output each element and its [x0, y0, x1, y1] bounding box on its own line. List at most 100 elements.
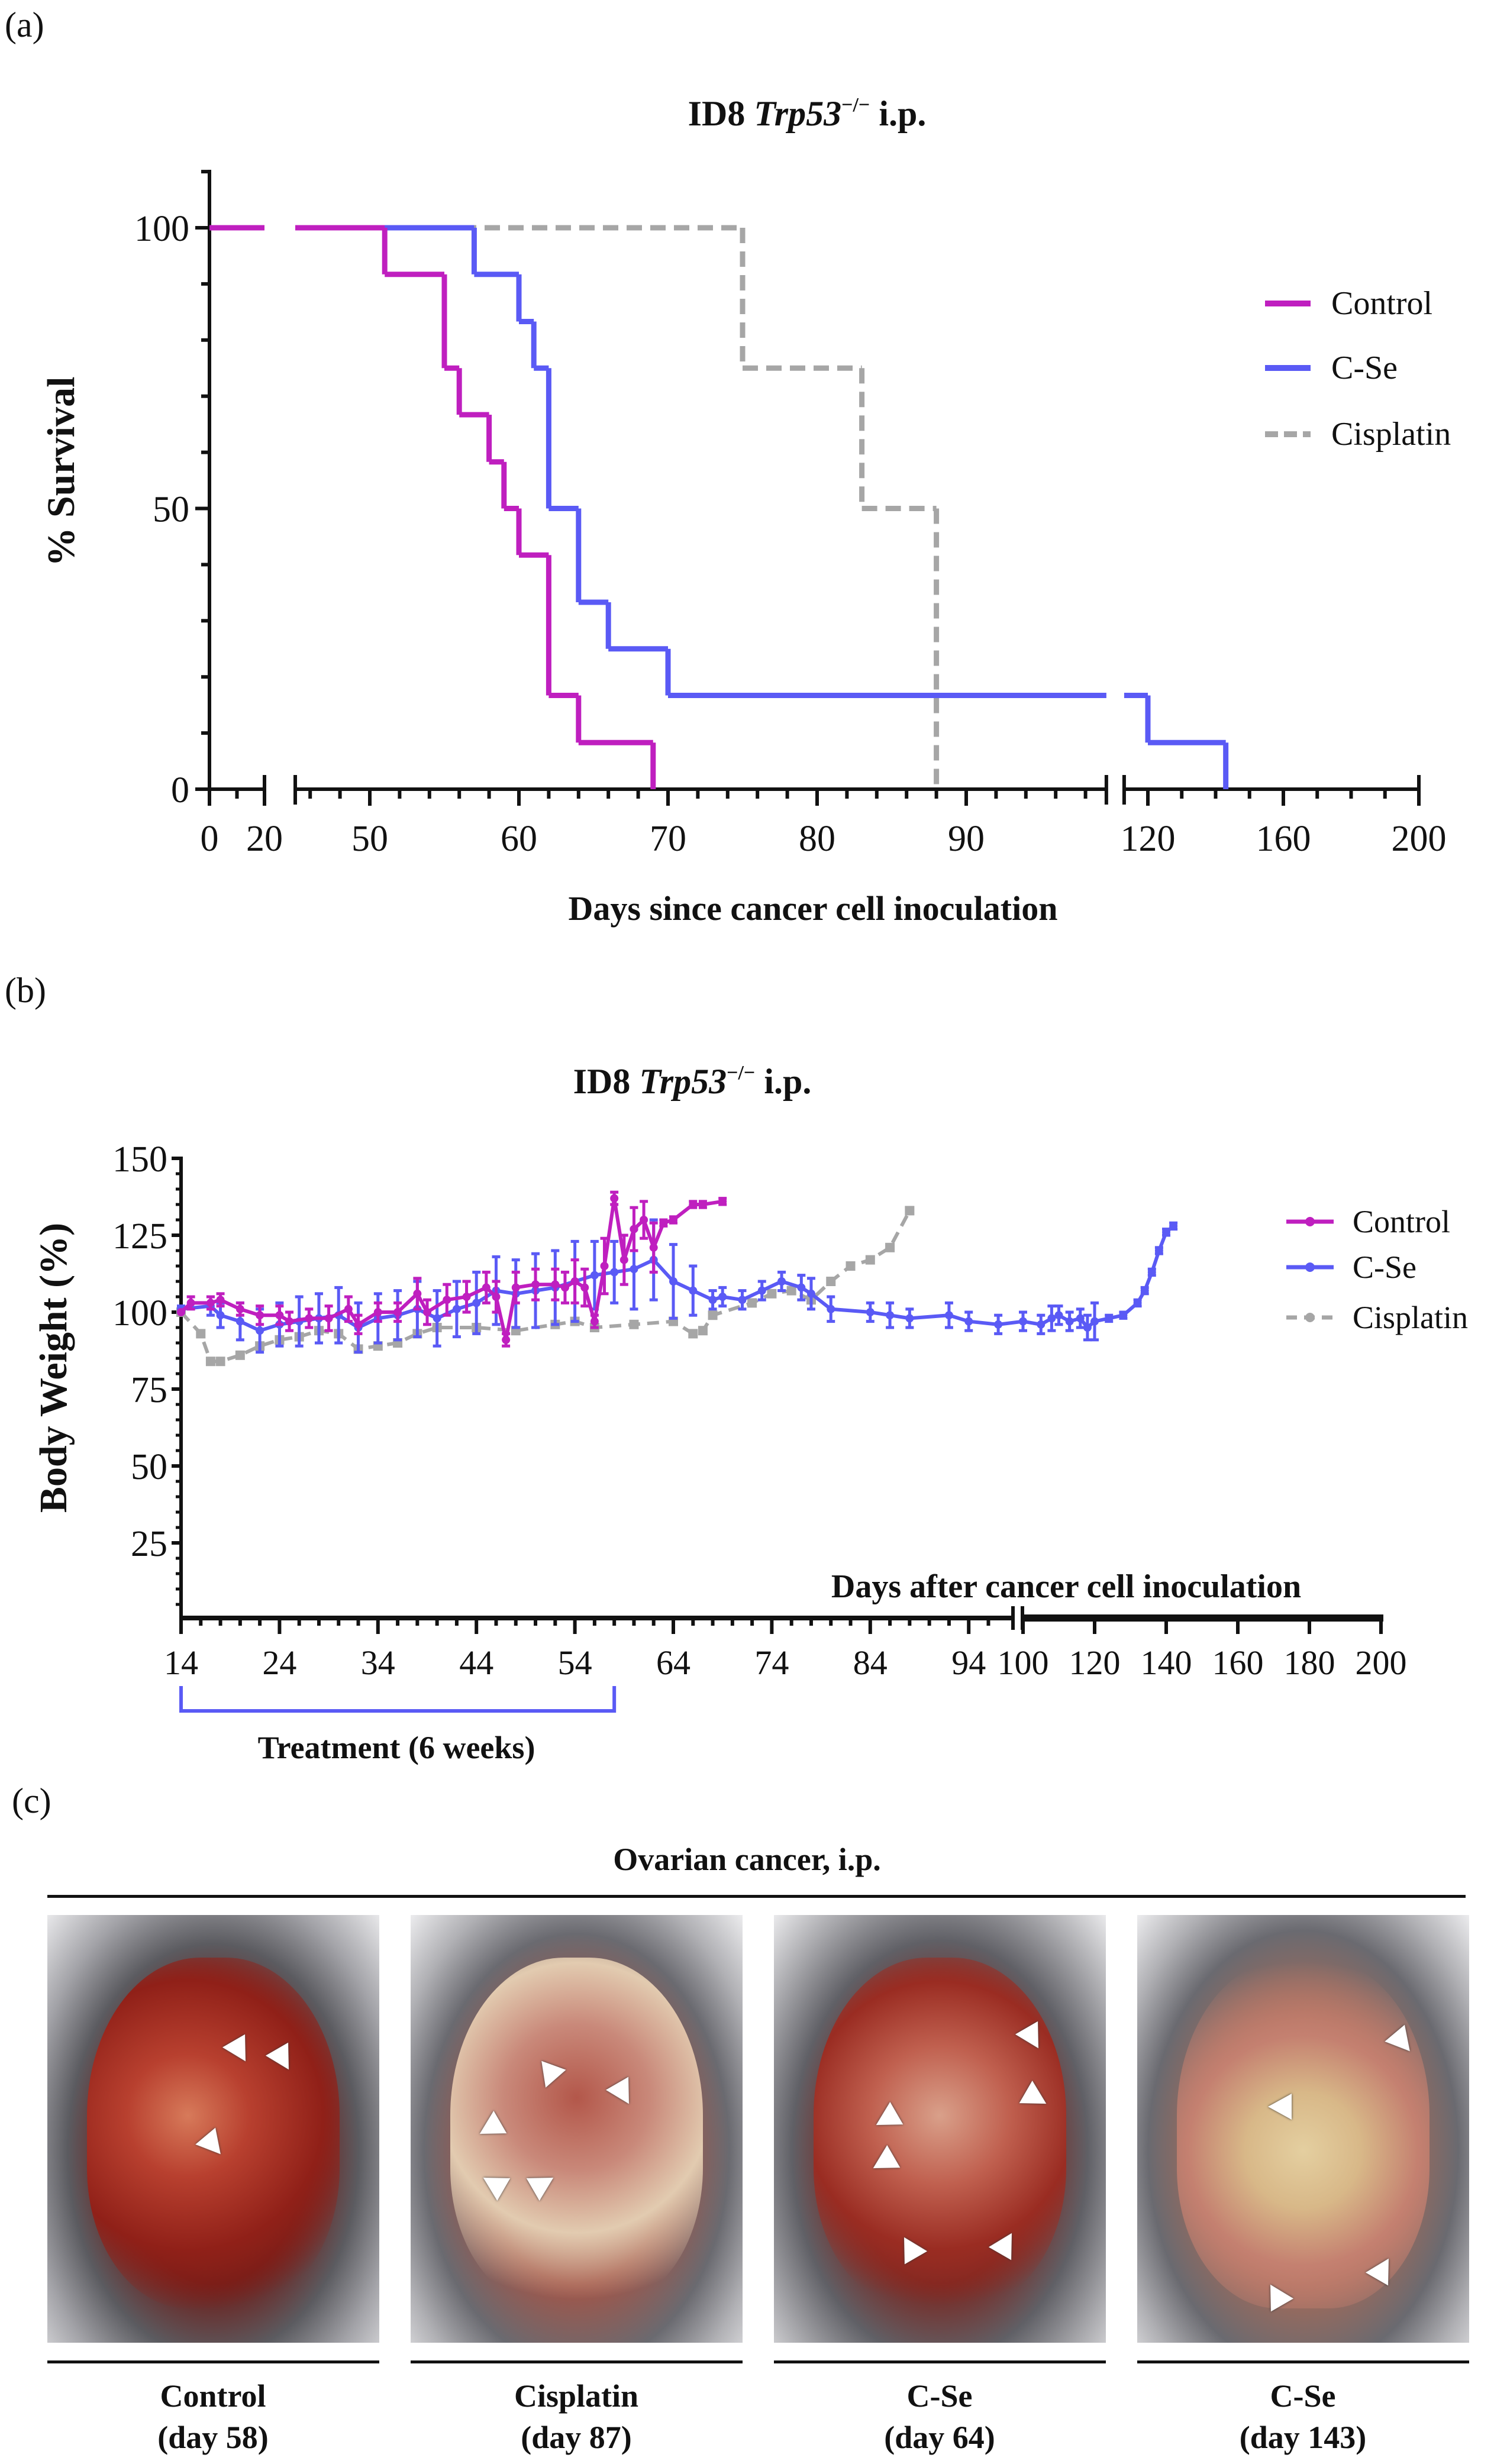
data-point	[216, 1296, 225, 1304]
data-point	[1083, 1323, 1092, 1332]
body-weight-x-axis-label: Days after cancer cell inoculation	[831, 1568, 1301, 1605]
x-tick-label: 64	[656, 1643, 690, 1682]
survival-chart: ID8 Trp53−/− i.p. Days since cancer cell…	[40, 94, 1451, 928]
data-point	[1169, 1222, 1178, 1231]
x-tick-label: 84	[853, 1643, 888, 1682]
data-point	[708, 1296, 717, 1304]
survival-y-axis-label: % Survival	[40, 377, 83, 567]
data-point	[708, 1310, 718, 1320]
series-control	[177, 1190, 727, 1348]
data-point	[659, 1219, 668, 1228]
data-point	[964, 1317, 973, 1326]
series-control	[209, 225, 656, 789]
survival-chart-title: ID8 Trp53−/− i.p.	[688, 94, 927, 133]
x-tick-label: 80	[799, 819, 835, 859]
data-point	[1119, 1311, 1128, 1320]
data-point	[324, 1314, 333, 1323]
y-tick-label: 25	[131, 1524, 167, 1564]
x-tick-label: 120	[1069, 1643, 1121, 1682]
data-point	[570, 1277, 579, 1286]
abdominal-cavity	[814, 1958, 1066, 2309]
data-point	[206, 1299, 215, 1307]
x-tick-label: 200	[1392, 819, 1447, 859]
data-point	[1037, 1320, 1046, 1329]
data-point	[994, 1320, 1003, 1329]
data-point	[285, 1317, 294, 1326]
data-point	[443, 1296, 451, 1304]
body-weight-y-axis-label: Body Weight (%)	[32, 1223, 75, 1513]
x-tick-label: 94	[951, 1643, 986, 1682]
abdominal-cavity	[450, 1958, 703, 2309]
body-weight-chart: ID8 Trp53−/− i.p. Days after cancer cell…	[32, 1062, 1468, 1765]
data-point	[905, 1314, 914, 1323]
data-point	[235, 1317, 244, 1326]
series-cse	[209, 225, 1229, 789]
data-point	[689, 1200, 698, 1209]
data-point	[718, 1197, 727, 1206]
legend-label-control: Control	[1331, 285, 1432, 322]
photo-caption: Cisplatin (day 87)	[411, 2375, 742, 2458]
survival-x-axis-label: Days since cancer cell inoculation	[569, 889, 1058, 928]
abdominal-cavity	[87, 1958, 340, 2309]
legend-label-cse: C-Se	[1331, 350, 1398, 386]
data-point	[866, 1308, 875, 1316]
data-point	[186, 1299, 195, 1307]
data-point	[885, 1242, 895, 1252]
x-tick-label: 24	[262, 1643, 296, 1682]
data-point	[452, 1304, 461, 1313]
photo-divider	[774, 2360, 1106, 2363]
data-point	[413, 1289, 422, 1298]
data-point	[629, 1319, 639, 1329]
photo-control-day58	[47, 1915, 379, 2343]
caption-group: C-Se	[906, 2378, 973, 2414]
photo-caption: C-Se (day 143)	[1137, 2375, 1469, 2458]
x-tick-label: 140	[1141, 1643, 1192, 1682]
data-point	[1147, 1268, 1156, 1277]
data-point	[393, 1308, 402, 1316]
data-point	[1133, 1299, 1142, 1307]
data-point	[1154, 1246, 1163, 1255]
data-point	[806, 1289, 815, 1298]
data-point	[205, 1357, 215, 1367]
treatment-label: Treatment (6 weeks)	[258, 1730, 535, 1765]
data-point	[492, 1293, 501, 1301]
data-point	[275, 1311, 284, 1320]
data-point	[1162, 1228, 1170, 1236]
data-point	[640, 1216, 648, 1224]
photo-divider	[1137, 2360, 1469, 2363]
legend-marker-cisplatin	[1305, 1313, 1315, 1322]
data-point	[256, 1311, 264, 1320]
x-tick-label: 0	[201, 819, 219, 859]
photo-divider	[411, 2360, 743, 2363]
panel-label-a: (a)	[5, 5, 44, 44]
y-tick-label: 100	[134, 209, 189, 249]
data-point	[698, 1326, 708, 1336]
y-tick-label: 125	[112, 1216, 167, 1257]
x-tick-label: 100	[998, 1643, 1049, 1682]
x-tick-label: 74	[754, 1643, 789, 1682]
data-point	[689, 1286, 698, 1295]
treatment-bracket	[179, 1686, 617, 1713]
x-tick-label: 160	[1212, 1643, 1264, 1682]
data-point	[757, 1286, 766, 1295]
data-point	[177, 1308, 185, 1316]
data-point	[747, 1298, 757, 1308]
caption-day: (day 64)	[884, 2420, 995, 2455]
data-point	[472, 1299, 481, 1307]
data-point	[344, 1304, 353, 1313]
x-tick-label: 54	[558, 1643, 592, 1682]
data-point	[610, 1194, 619, 1203]
data-point	[630, 1225, 638, 1233]
data-point	[215, 1357, 225, 1367]
data-point	[827, 1304, 835, 1313]
data-point	[669, 1216, 677, 1224]
y-tick-label: 0	[171, 770, 189, 810]
data-point	[886, 1311, 895, 1320]
legend-label-cisplatin: Cisplatin	[1353, 1300, 1468, 1335]
data-point	[738, 1296, 747, 1304]
photo-caption: Control (day 58)	[47, 2375, 379, 2458]
data-point	[649, 1243, 658, 1252]
data-point	[777, 1277, 786, 1286]
x-tick-label: 60	[501, 819, 537, 859]
y-tick-label: 50	[131, 1447, 167, 1487]
